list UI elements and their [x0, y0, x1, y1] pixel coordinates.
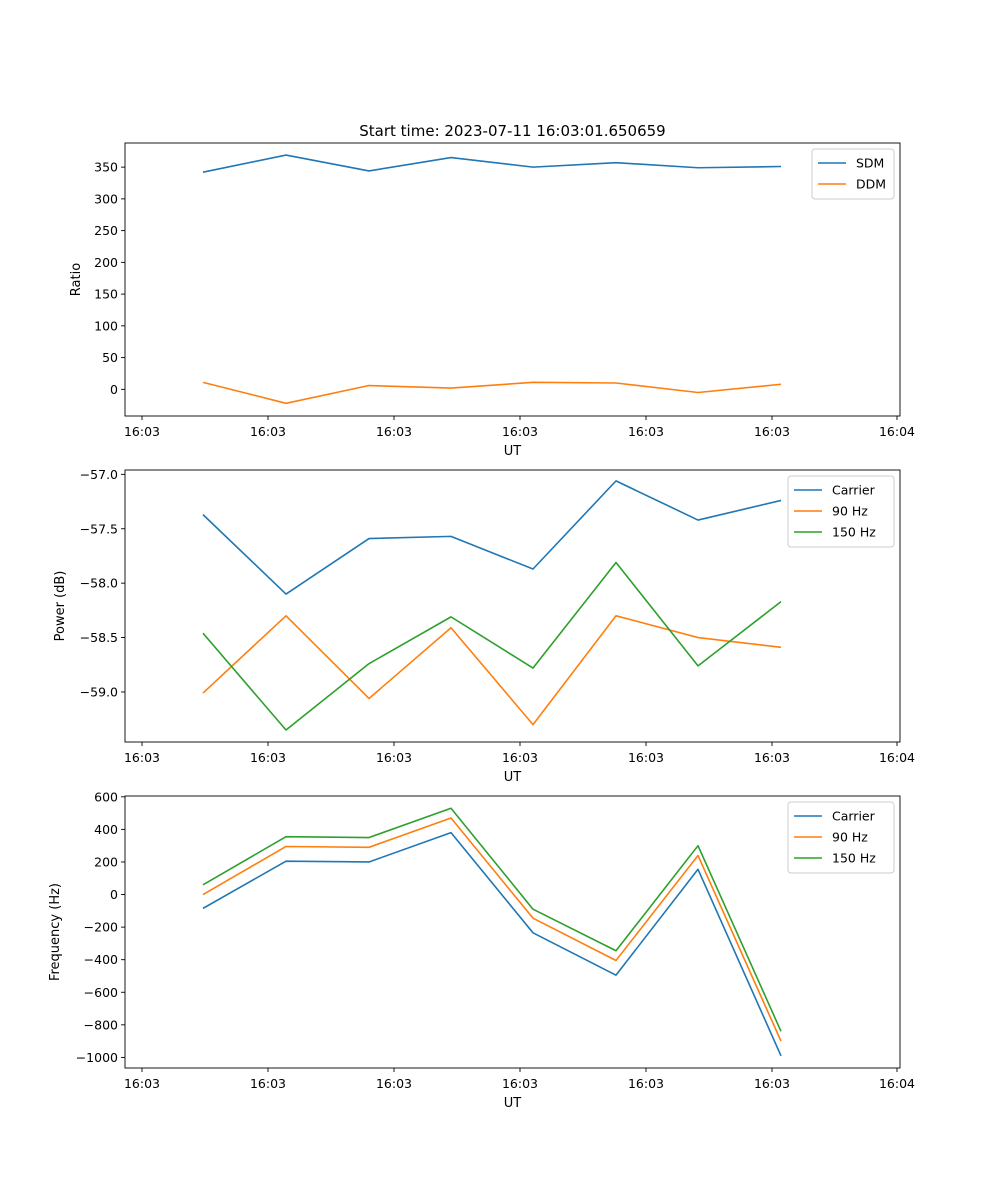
x-tick-label: 16:03: [124, 750, 160, 765]
axes-frame: [124, 469, 901, 743]
series-line-ddm: [202, 381, 782, 405]
y-tick-label: 50: [102, 350, 118, 365]
y-tick-label: 150: [94, 287, 118, 302]
x-axis-label: UT: [504, 444, 522, 459]
x-axis-label: UT: [504, 1096, 522, 1111]
y-tick-label: 0: [110, 382, 118, 397]
x-tick-label: 16:03: [502, 1076, 538, 1091]
panel-3: −1000 −800 −600 −400 −200 0 200 400 600 16:03 16:0…: [48, 789, 915, 1111]
y-tick-label: −1000: [76, 1050, 118, 1065]
x-tick-label: 16:03: [754, 424, 790, 439]
series-line-carrier: [202, 831, 782, 1057]
x-tick-label: 16:03: [376, 750, 412, 765]
y-tick-label: 300: [94, 191, 118, 206]
x-tick-label: 16:03: [250, 750, 286, 765]
axes-frame: [124, 142, 901, 417]
legend-label: Carrier: [832, 483, 876, 498]
series-line-90-hz: [202, 614, 782, 726]
series-line-sdm: [202, 154, 782, 173]
x-tick-label: 16:03: [124, 424, 160, 439]
series-line-150-hz: [202, 561, 782, 731]
x-tick-label: 16:03: [250, 1076, 286, 1091]
y-axis-label: Power (dB): [53, 571, 68, 642]
y-tick-label: 600: [94, 789, 118, 804]
series-line-carrier: [202, 480, 782, 595]
x-tick-label: 16:04: [879, 424, 915, 439]
y-tick-label: −58.0: [80, 576, 118, 591]
y-tick-label: −57.0: [80, 467, 118, 482]
x-tick-label: 16:03: [124, 1076, 160, 1091]
y-tick-label: −400: [84, 952, 118, 967]
y-tick-label: 400: [94, 822, 118, 837]
panel-2: −59.0 −58.5 −58.0 −57.5 −57.0 16:03 16:03 16:03…: [53, 467, 915, 785]
y-tick-label: 200: [94, 255, 118, 270]
legend-label: 150 Hz: [832, 525, 876, 540]
legend-box: [787, 475, 895, 548]
legend-label: Carrier: [832, 809, 876, 824]
x-tick-label: 16:03: [628, 1076, 664, 1091]
y-tick-label: 350: [94, 160, 118, 175]
y-axis-label: Frequency (Hz): [48, 883, 63, 981]
series-line-150-hz: [202, 807, 782, 1032]
legend-label: 90 Hz: [832, 830, 868, 845]
x-tick-label: 16:04: [879, 1076, 915, 1091]
x-tick-label: 16:03: [250, 424, 286, 439]
y-tick-label: −600: [84, 985, 118, 1000]
y-tick-label: 200: [94, 854, 118, 869]
legend-label: 90 Hz: [832, 504, 868, 519]
x-tick-label: 16:03: [502, 750, 538, 765]
legend-label: DDM: [856, 177, 886, 192]
x-tick-label: 16:03: [754, 1076, 790, 1091]
y-tick-label: 250: [94, 223, 118, 238]
panel-1: 0 50 100 150 200 250 300 350 16:03 16:03 16:03 16:0…: [69, 142, 915, 459]
y-tick-label: −57.5: [80, 521, 118, 536]
plots: 0 50 100 150 200 250 300 350 16:03 16:03 16:03 16:0…: [48, 142, 915, 1111]
x-tick-label: 16:03: [376, 424, 412, 439]
x-tick-label: 16:03: [754, 750, 790, 765]
x-tick-label: 16:04: [879, 750, 915, 765]
figure-title: Start time: 2023-07-11 16:03:01.650659: [359, 122, 665, 140]
y-tick-label: 0: [110, 887, 118, 902]
x-tick-label: 16:03: [628, 750, 664, 765]
axes-frame: [124, 795, 901, 1069]
y-tick-label: 100: [94, 318, 118, 333]
x-tick-label: 16:03: [628, 424, 664, 439]
legend-label: 150 Hz: [832, 851, 876, 866]
x-tick-label: 16:03: [502, 424, 538, 439]
y-axis-label: Ratio: [69, 263, 84, 296]
x-tick-label: 16:03: [376, 1076, 412, 1091]
x-axis-label: UT: [504, 770, 522, 785]
y-tick-label: −58.5: [80, 630, 118, 645]
legend-box: [787, 801, 895, 874]
y-tick-label: −200: [84, 920, 118, 935]
legend-box: [811, 148, 895, 200]
legend-label: SDM: [856, 156, 884, 171]
y-tick-label: −59.0: [80, 684, 118, 699]
series-line-90-hz: [202, 817, 782, 1042]
y-tick-label: −800: [84, 1017, 118, 1032]
